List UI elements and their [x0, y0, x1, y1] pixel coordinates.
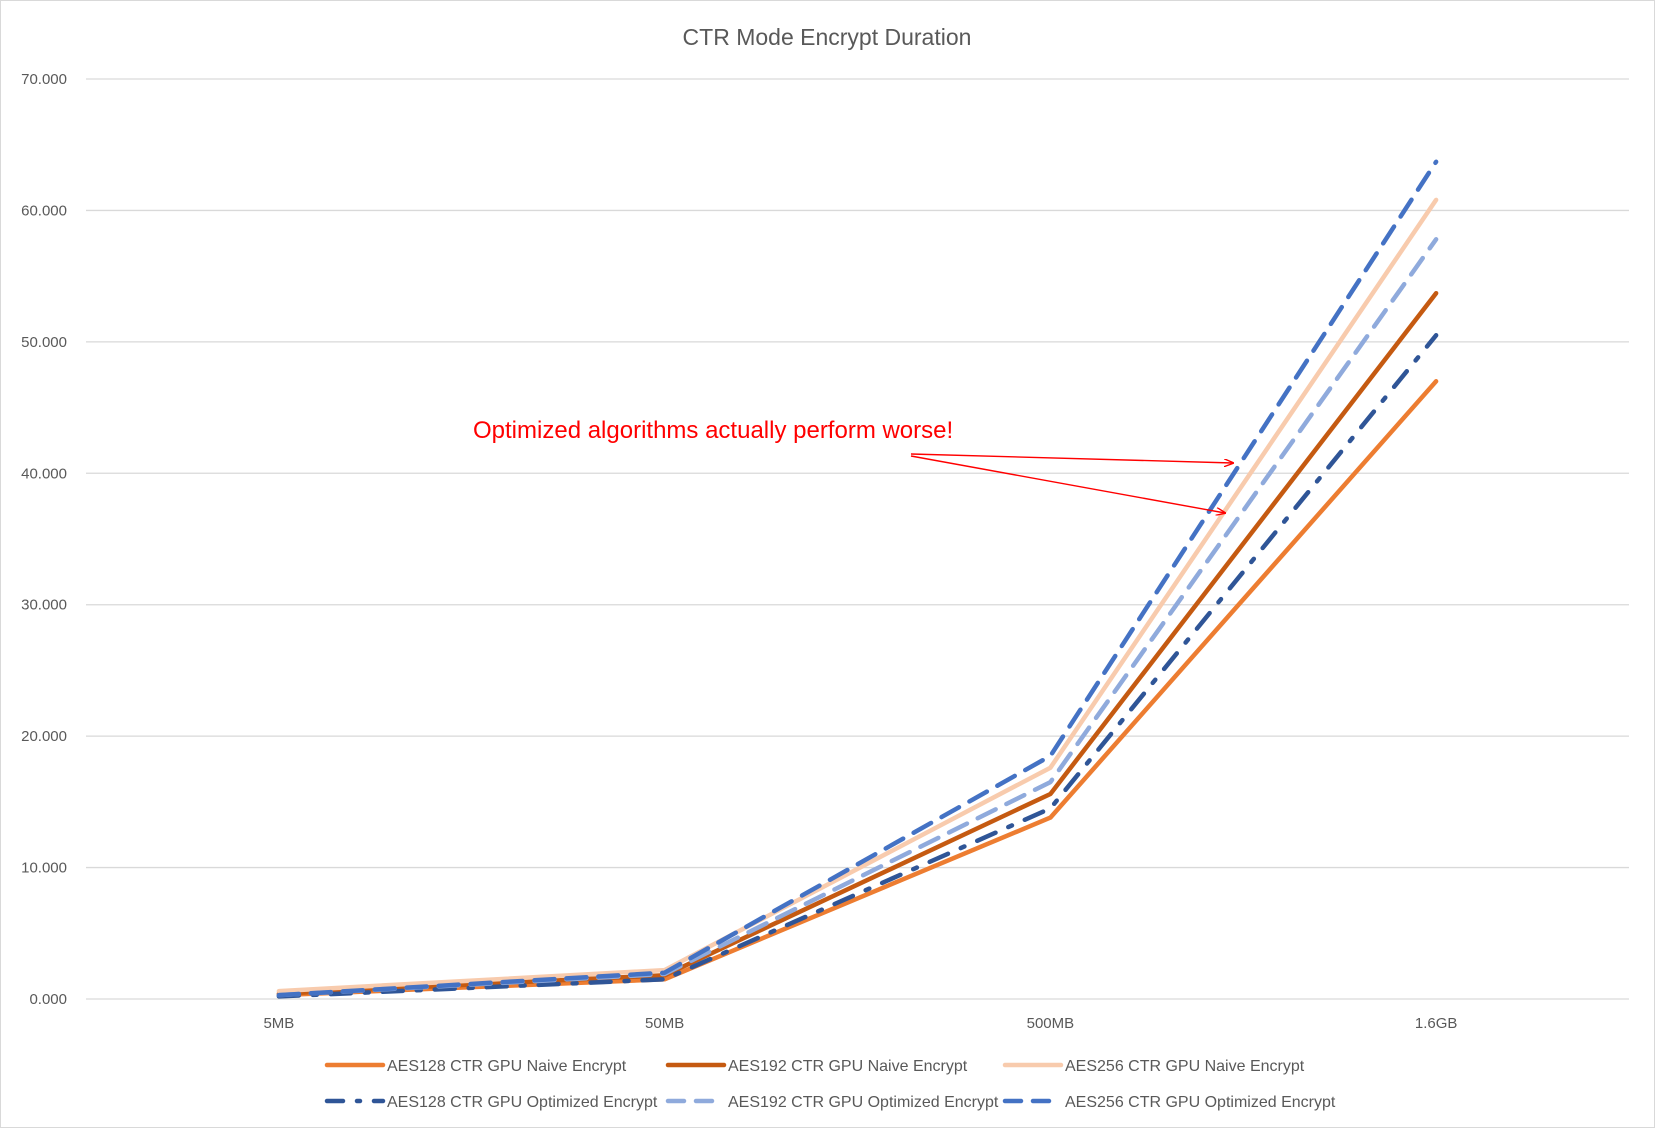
legend-label: AES128 CTR GPU Naive Encrypt: [387, 1058, 627, 1075]
y-tick-label: 0.000: [29, 991, 67, 1008]
series-line: [276, 333, 1439, 999]
y-axis-ticks: 0.000 10.000 20.000 30.000 40.000 50.000 60.00…: [21, 71, 67, 1008]
annotation-arrow-lower: [910, 455, 1225, 513]
annotation-arrow-upper: [910, 453, 1233, 463]
gridlines: [86, 78, 1629, 1000]
x-tick-label: 50MB: [645, 1015, 684, 1032]
series-line: [276, 290, 1439, 996]
chart-title: CTR Mode Encrypt Duration: [683, 24, 972, 50]
series-lines: [276, 159, 1439, 999]
y-tick-label: 40.000: [21, 465, 67, 482]
annotation-text: Optimized algorithms actually perform wo…: [473, 417, 953, 444]
series-line: [276, 237, 1439, 998]
x-tick-label: 5MB: [263, 1015, 294, 1032]
y-tick-label: 10.000: [21, 860, 67, 877]
legend-label: AES256 CTR GPU Optimized Encrypt: [1065, 1094, 1336, 1111]
series-line: [276, 159, 1439, 998]
y-tick-label: 50.000: [21, 334, 67, 351]
x-tick-label: 1.6GB: [1415, 1015, 1458, 1032]
legend: AES128 CTR GPU Naive Encrypt AES192 CTR G…: [324, 1058, 1336, 1111]
legend-label: AES192 CTR GPU Naive Encrypt: [728, 1058, 968, 1075]
y-tick-label: 60.000: [21, 202, 67, 219]
x-axis-ticks: 5MB 50MB 500MB 1.6GB: [263, 1015, 1457, 1032]
x-tick-label: 500MB: [1027, 1015, 1075, 1032]
legend-label: AES192 CTR GPU Optimized Encrypt: [728, 1094, 999, 1111]
annotation: Optimized algorithms actually perform wo…: [473, 417, 1233, 513]
y-tick-label: 20.000: [21, 728, 67, 745]
y-tick-label: 70.000: [21, 71, 67, 88]
legend-label: AES256 CTR GPU Naive Encrypt: [1065, 1058, 1305, 1075]
series-line: [276, 197, 1439, 994]
legend-label: AES128 CTR GPU Optimized Encrypt: [387, 1094, 658, 1111]
y-tick-label: 30.000: [21, 597, 67, 614]
